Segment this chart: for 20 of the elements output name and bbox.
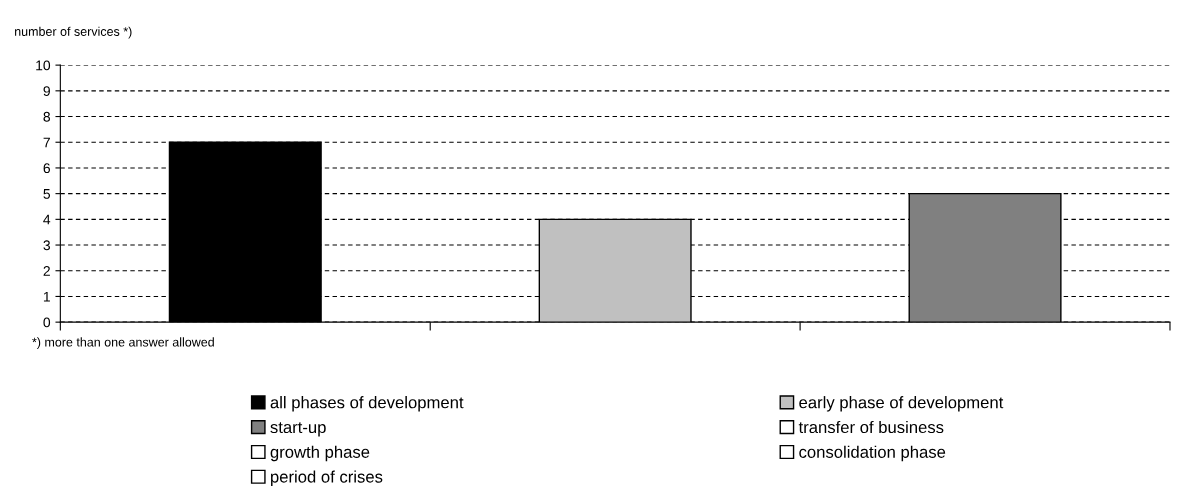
y-axis-title: number of services *)	[15, 26, 132, 39]
legend-label: start-up	[270, 422, 326, 437]
text: *) more than one answer allowed	[32, 337, 214, 350]
y-tick-label: 6	[43, 163, 50, 174]
y-tick-label: 9	[43, 86, 50, 96]
y-tick-label: 2	[43, 266, 50, 276]
y-tick-label: 0	[43, 317, 51, 328]
legend-label: early phase of development	[799, 396, 1004, 412]
y-tick-label: 4	[43, 214, 51, 225]
legend-label: transfer of business	[798, 420, 944, 434]
y-tick-label: 5	[43, 189, 51, 199]
y-tick-label: 1	[43, 291, 50, 302]
legend-label: growth phase	[270, 445, 370, 462]
legend-label: all phases of development	[270, 396, 464, 412]
y-tick-label: 8	[43, 111, 51, 122]
legend-label: period of crises	[271, 470, 383, 486]
y-tick-label: 10	[36, 60, 51, 71]
y-tick-label: 3	[43, 240, 50, 251]
y-tick-label: 7	[43, 137, 50, 148]
legend-label: consolidation phase	[799, 445, 946, 462]
